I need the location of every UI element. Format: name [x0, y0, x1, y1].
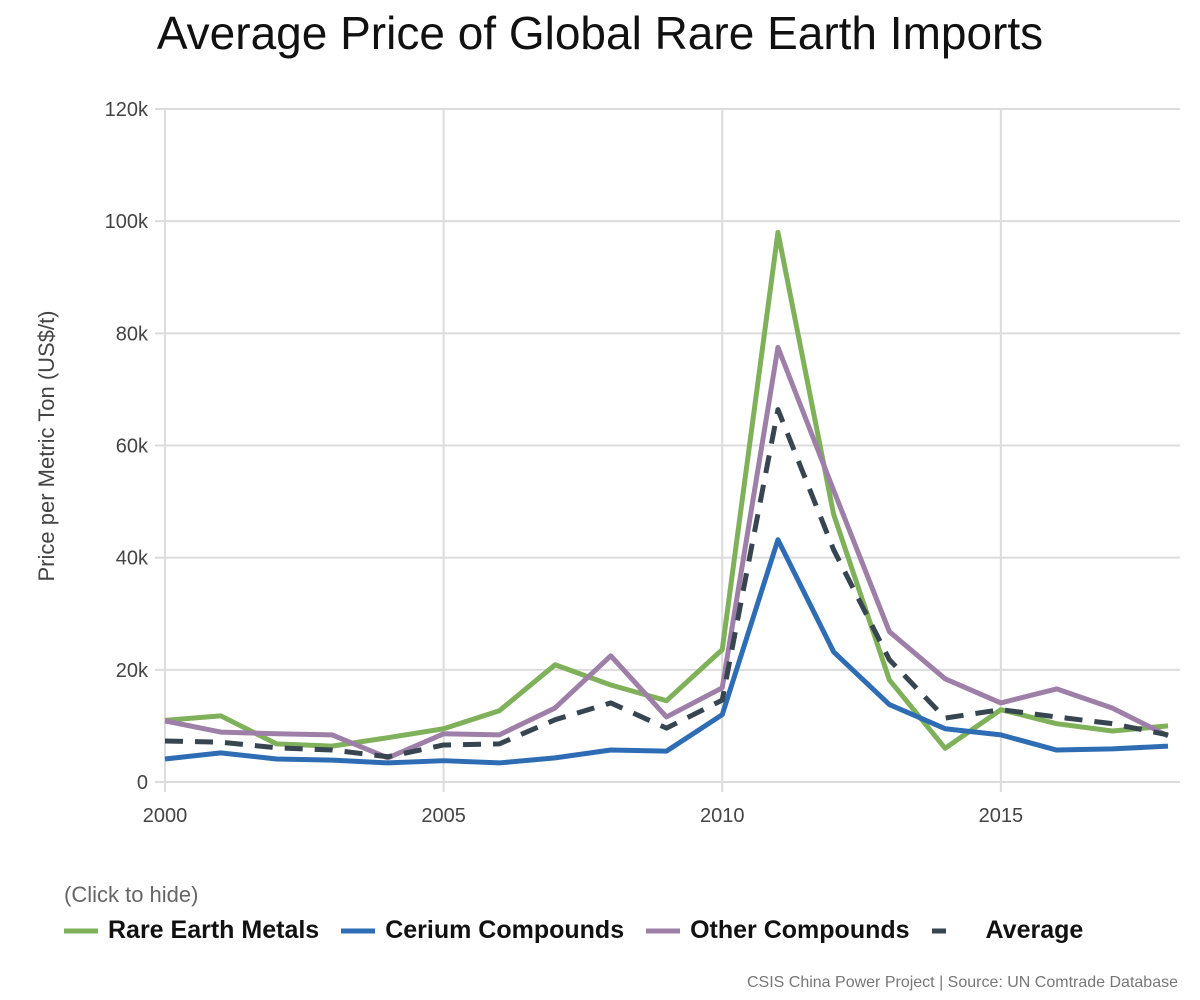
legend-label: Cerium Compounds [385, 916, 625, 944]
legend-item-cerium-compounds[interactable]: Cerium Compounds [341, 916, 624, 945]
x-tick-label: 2005 [421, 805, 466, 827]
y-tick-label: 100k [105, 211, 149, 233]
legend-label: Other Compounds [690, 916, 910, 944]
chart-title: Average Price of Global Rare Earth Impor… [156, 7, 1044, 59]
series-line-cerium-compounds[interactable] [164, 537, 1169, 766]
grid [155, 108, 1180, 792]
x-tick-label: 2000 [143, 805, 188, 827]
legend-swatch [341, 928, 376, 933]
legend-swatch [646, 928, 681, 933]
series-lines [164, 229, 1170, 766]
legend-hint: (Click to hide) [64, 882, 199, 907]
legend-item-other-compounds[interactable]: Other Compounds [646, 916, 910, 945]
x-tick-label: 2010 [700, 805, 745, 827]
line-chart: 0 20k 40k 60k 80k 100k 120k 2000 2005 2010 2015 P… [34, 99, 1180, 827]
y-axis-ticks: 0 20k 40k 60k 80k 100k 120k [105, 99, 149, 794]
legend-item-average[interactable]: Average [931, 916, 1084, 945]
y-tick-label: 40k [116, 548, 149, 570]
x-tick-label: 2015 [979, 805, 1024, 827]
y-tick-label: 20k [116, 660, 149, 682]
legend-swatch [64, 928, 98, 933]
x-axis-ticks: 2000 2005 2010 2015 [143, 805, 1023, 827]
series-line-average[interactable] [164, 407, 1169, 760]
y-axis-label: Price per Metric Ton (US$/t) [34, 310, 59, 581]
series-line-other-compounds[interactable] [164, 344, 1170, 761]
y-tick-label: 120k [105, 99, 149, 121]
legend-item-rare-earth-metals[interactable]: Rare Earth Metals [64, 916, 319, 945]
y-tick-label: 60k [116, 436, 149, 458]
legend-swatch [931, 928, 946, 933]
y-tick-label: 80k [116, 323, 149, 345]
source-note: CSIS China Power Project | Source: UN Co… [746, 974, 1178, 991]
legend-label: Average [985, 916, 1084, 944]
legend: Rare Earth Metals Cerium Compounds Other C… [64, 916, 1105, 945]
legend-label: Rare Earth Metals [108, 916, 320, 944]
y-tick-label: 0 [137, 772, 148, 794]
series-line-rare-earth-metals[interactable] [164, 229, 1169, 751]
